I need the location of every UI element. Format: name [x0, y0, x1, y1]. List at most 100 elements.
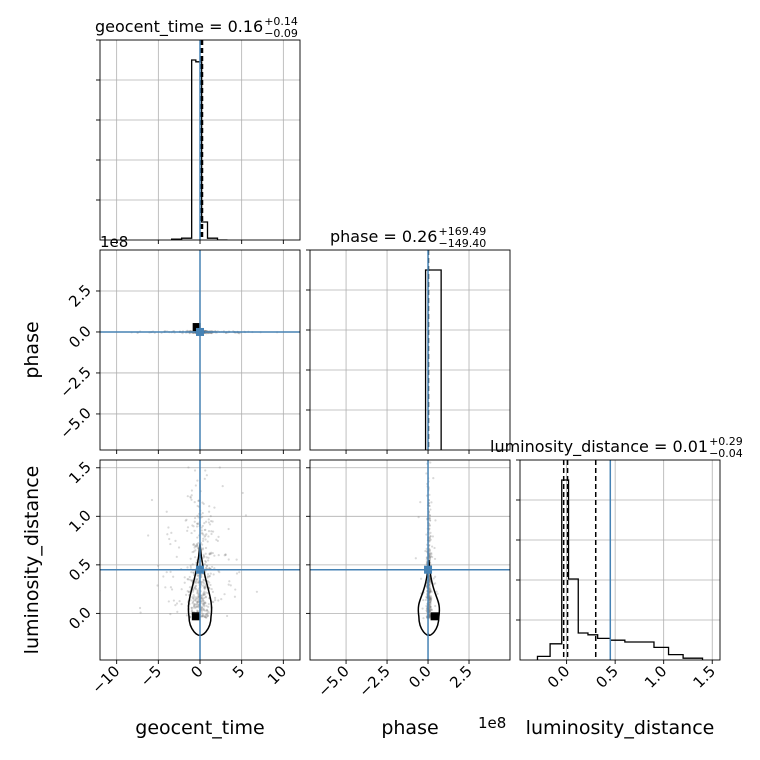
sample-point [429, 597, 432, 601]
sample-point [192, 597, 195, 600]
sample-point [203, 590, 206, 593]
sample-point [202, 502, 205, 505]
sample-point [428, 602, 431, 605]
sample-point [206, 580, 209, 583]
sample-point [189, 557, 192, 560]
sample-point [196, 600, 199, 604]
sample-point [224, 553, 227, 556]
sample-point [428, 610, 431, 614]
sample-point [203, 593, 206, 596]
sample-point [176, 610, 179, 614]
sample-point [193, 595, 196, 598]
sample-point [196, 592, 199, 595]
sample-point [202, 584, 205, 587]
sample-point [428, 548, 431, 551]
sample-point [431, 545, 434, 548]
sample-point [428, 591, 431, 594]
x-tick-label-phase: 0.0 [405, 662, 435, 692]
sample-point [428, 553, 431, 557]
sample-point [214, 599, 217, 602]
sample-point [190, 606, 193, 610]
sample-point [428, 607, 431, 610]
sample-point [203, 596, 206, 600]
sample-point [169, 542, 172, 546]
sample-point [428, 597, 432, 600]
sample-point [428, 590, 431, 593]
sample-point [434, 575, 437, 578]
sample-point [196, 574, 199, 577]
sample-point [428, 588, 432, 591]
sample-point [430, 607, 433, 611]
sample-point [190, 494, 193, 497]
sample-point [186, 578, 189, 581]
y-tick-label-luminosity_distance: 1.5 [65, 458, 95, 488]
sample-point [205, 567, 208, 570]
x-tick-label-geocent_time: −5 [137, 662, 165, 690]
sample-point [191, 563, 194, 566]
sample-point [228, 580, 231, 583]
sample-point [430, 608, 434, 612]
sample-point [428, 600, 432, 603]
sample-point [196, 522, 199, 525]
sample-point [196, 590, 199, 593]
sample-point [192, 543, 196, 546]
sample-point [178, 600, 181, 603]
sample-point [200, 608, 203, 612]
sample-point [208, 567, 211, 570]
sample-point [184, 519, 187, 522]
sample-point [189, 564, 192, 568]
sample-point [197, 600, 200, 603]
sample-point [184, 593, 188, 596]
sample-point [201, 615, 204, 618]
sample-point [217, 535, 220, 538]
sample-point [194, 549, 197, 552]
sample-point [210, 552, 213, 555]
sample-point [208, 552, 211, 555]
sample-point [204, 520, 208, 523]
sample-point [218, 571, 221, 574]
sample-point [428, 524, 432, 527]
panel-frame [309, 249, 511, 451]
sample-point [432, 577, 435, 580]
sample-point [206, 576, 209, 579]
sample-point [195, 581, 198, 584]
sample-point [189, 566, 193, 569]
sample-point [187, 578, 190, 581]
sample-point [428, 527, 431, 530]
sample-point [189, 578, 192, 581]
sample-point [211, 530, 215, 533]
title-luminosity_distance: luminosity_distance = 0.01 +0.29−0.04 [490, 435, 743, 460]
sample-point [207, 556, 210, 559]
sample-point [428, 579, 431, 582]
sample-point [428, 603, 431, 607]
sample-point [428, 597, 431, 600]
sample-point [207, 605, 210, 608]
sample-point [193, 529, 196, 532]
sample-point [203, 535, 206, 538]
sample-point [194, 580, 197, 583]
sample-point [428, 579, 432, 583]
sample-point [428, 596, 432, 600]
sample-point [195, 522, 199, 525]
sample-point [428, 514, 431, 517]
sample-point [167, 600, 170, 603]
sample-point [433, 557, 437, 561]
sample-point [206, 609, 209, 613]
title-lower-error: −149.40 [438, 237, 486, 250]
sample-point [217, 554, 220, 557]
sample-point [414, 557, 417, 560]
sample-point [203, 605, 206, 608]
sample-point [428, 516, 431, 520]
sample-point [205, 591, 208, 594]
sample-point [164, 586, 167, 589]
panel-geocent_time-geocent_time [100, 40, 300, 240]
sample-point [428, 578, 431, 581]
sample-point [428, 598, 431, 601]
sample-point [191, 595, 194, 599]
sample-point [205, 474, 208, 477]
sample-point [208, 552, 211, 556]
sample-point [207, 559, 210, 562]
sample-point [157, 564, 160, 567]
sample-point [196, 545, 199, 548]
sample-point [210, 530, 213, 533]
